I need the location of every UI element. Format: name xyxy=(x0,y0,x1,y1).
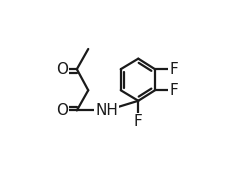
Text: F: F xyxy=(169,62,178,77)
Text: O: O xyxy=(56,62,68,77)
Text: O: O xyxy=(56,103,68,118)
Text: F: F xyxy=(134,114,143,129)
Text: NH: NH xyxy=(95,103,118,118)
Text: F: F xyxy=(169,83,178,98)
